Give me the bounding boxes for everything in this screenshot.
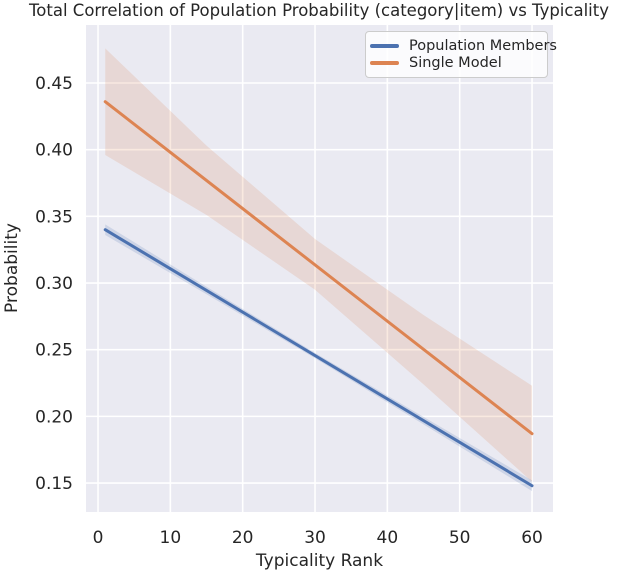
x-tick-label: 20 [232,528,254,548]
x-tick-label: 60 [521,528,543,548]
y-tick-label: 0.35 [35,207,73,227]
x-tick-label: 50 [449,528,471,548]
legend: Population Members Single Model [365,31,557,78]
y-tick-label: 0.20 [35,407,73,427]
legend-line-sample-blue [370,44,399,48]
series-line [103,100,534,436]
chart-title: Total Correlation of Population Probabil… [29,1,609,20]
legend-label: Population Members [409,38,557,54]
legend-label: Single Model [409,55,502,71]
y-tick-label: 0.45 [35,74,73,94]
legend-item-population-members: Population Members [370,38,557,54]
y-tick-label: 0.30 [35,274,73,294]
y-tick-label: 0.25 [35,341,73,361]
legend-line-sample-orange [370,61,399,65]
y-axis-label: Probability [2,223,22,313]
x-tick-label: 10 [160,528,182,548]
x-tick-label: 0 [93,528,104,548]
y-tick-label: 0.40 [35,141,73,161]
series-line [103,228,534,488]
y-tick-label: 0.15 [35,474,73,494]
x-tick-label: 30 [304,528,326,548]
x-tick-label: 40 [377,528,399,548]
legend-item-single-model: Single Model [370,55,541,71]
confidence-band [105,48,533,482]
x-axis-label: Typicality Rank [255,551,384,571]
